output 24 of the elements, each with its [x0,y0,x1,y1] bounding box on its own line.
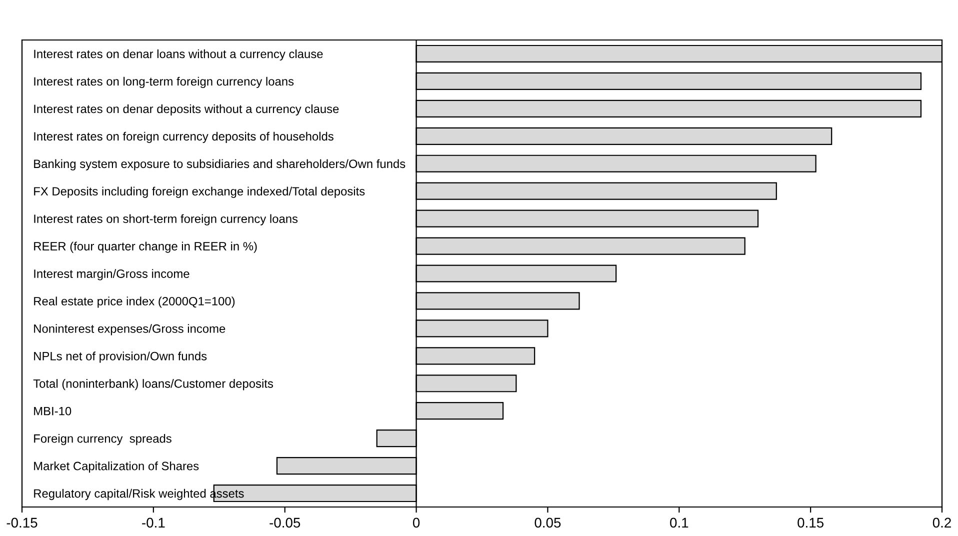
y-tick-label: REER (four quarter change in REER in %) [34,242,257,253]
x-tick-label: 0.2 [932,518,951,528]
y-tick-label: Interest rates on short-term foreign currency loans [34,214,298,226]
y-tick-label: Total (noninterbank) loans/Customer deposits [33,379,274,390]
y-tick-label: MBI-10 [34,406,72,416]
y-tick-label: Interest margin/Gross income [34,269,190,280]
y-tick-label: Real estate price index (2000Q1=100) [34,296,235,308]
x-tick-label: 0.1 [670,518,688,528]
y-tick-label: FX Deposits including foreign exchange indexed/Total deposits [34,186,365,198]
x-tick-label: -0.1 [142,518,165,528]
x-tick-label: -0.15 [6,518,38,528]
y-tick-label: Interest rates on denar loans without a currency clause [34,49,323,61]
y-tick-label: Noninterest expenses/Gross income [34,324,226,336]
x-tick-label: 0.15 [798,518,824,528]
y-tick-label: Market Capitalization of Shares [34,461,199,473]
y-tick-label: Interest rates on denar deposits without a currency clause [34,104,339,116]
x-tick-label: 0 [412,518,420,528]
y-tick-label: Foreign currency spreads [34,434,172,446]
y-tick-label: NPLs net of provision/Own funds [34,352,207,363]
x-tick-label: -0.05 [270,518,300,528]
y-tick-label: Banking system exposure to subsidiaries and shareholders/Own funds [34,159,406,170]
x-tick-label: 0.05 [534,518,561,528]
y-tick-label: Interest rates on long-term foreign currency loans [34,76,294,88]
y-tick-label: Interest rates on foreign currency deposits of households [34,132,334,143]
